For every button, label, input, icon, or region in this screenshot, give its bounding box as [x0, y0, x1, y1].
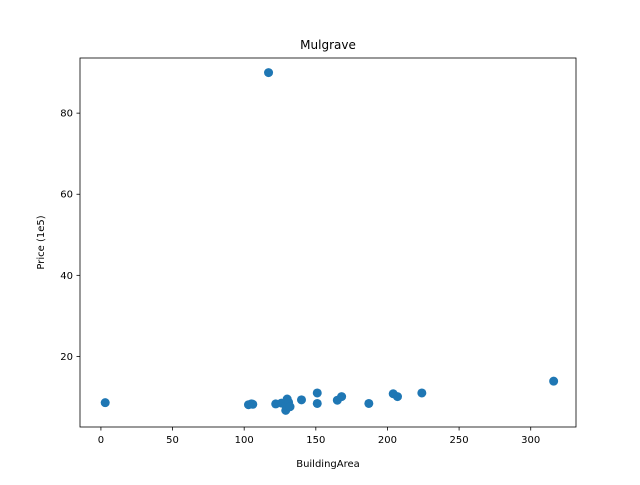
data-point [549, 376, 559, 386]
y-tick-label: 60 [60, 190, 73, 201]
x-tick-label: 50 [166, 435, 179, 446]
data-point [392, 392, 402, 402]
x-tick-label: 0 [98, 435, 104, 446]
points-layer [100, 68, 559, 415]
data-point [264, 68, 274, 78]
x-tick-label: 250 [450, 435, 469, 446]
x-tick-label: 150 [306, 435, 325, 446]
data-point [100, 398, 110, 408]
y-tick-label: 80 [60, 109, 73, 120]
plot-frame [79, 57, 577, 428]
data-point [337, 392, 347, 402]
data-point [364, 398, 374, 408]
data-point [417, 388, 427, 398]
x-tick-label: 100 [235, 435, 254, 446]
data-point [296, 395, 306, 405]
x-tick-label: 300 [521, 435, 540, 446]
data-point [248, 399, 258, 409]
chart-title: Mulgrave [300, 38, 356, 52]
x-axis-label: BuildingArea [296, 459, 360, 470]
y-tick-label: 40 [60, 271, 73, 282]
data-point [312, 388, 322, 398]
y-axis-label: Price (1e5) [36, 215, 47, 269]
y-tick-label: 20 [60, 352, 73, 363]
data-point [312, 398, 322, 408]
ticks-layer: 0 50 100 150 200 250 300 20 40 60 80 [60, 109, 540, 446]
x-tick-label: 200 [378, 435, 397, 446]
data-point [285, 402, 295, 412]
